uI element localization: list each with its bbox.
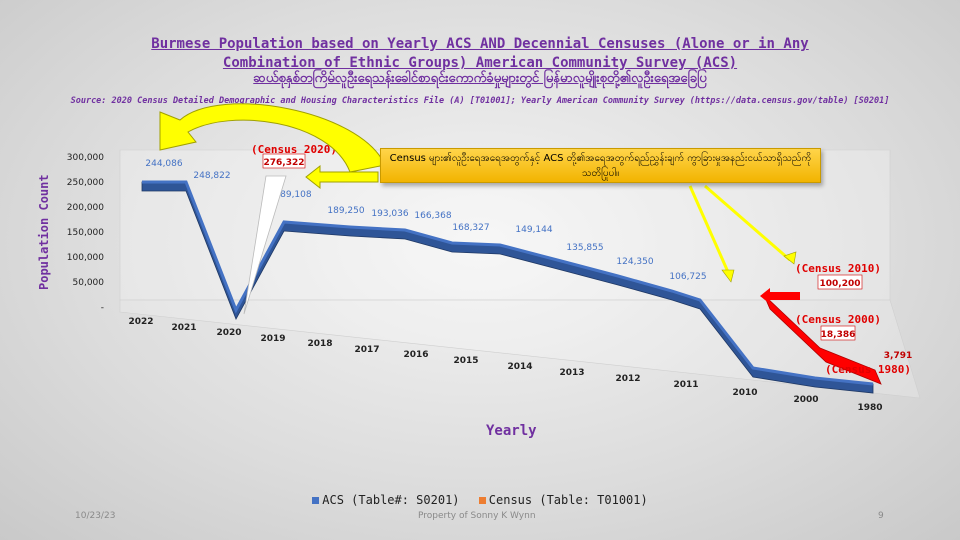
- legend-swatch-census: [478, 497, 486, 504]
- census-annotation: (Census 2000): [795, 313, 881, 326]
- arrow-to-2011-head: [721, 269, 735, 283]
- legend-item-acs: ACS (Table#: S0201): [312, 493, 467, 507]
- census-data-label-2020: 276,322: [264, 158, 305, 168]
- x-tick-label: 2016: [403, 350, 428, 360]
- footer-page-number: 9: [878, 511, 884, 521]
- x-tick-label: 2013: [559, 368, 584, 378]
- footer-date: 10/23/23: [75, 511, 116, 521]
- y-tick-label: 300,000: [67, 153, 104, 163]
- census-annotation: (Census 2020): [251, 143, 337, 156]
- census-data-label-1980: 3,791: [884, 351, 912, 361]
- census-annotation: (Census 1980): [825, 363, 911, 376]
- acs-data-label: 168,327: [452, 223, 489, 233]
- callout-note: Census များ၏လူဦးရေအရေအတွက်နှင့် ACS တို့…: [380, 148, 821, 183]
- acs-data-label: 248,822: [193, 171, 230, 181]
- acs-data-label: 106,725: [669, 272, 706, 282]
- x-tick-label: 2021: [171, 323, 196, 333]
- x-tick-label: 2020: [216, 328, 241, 338]
- legend-swatch-acs: [312, 497, 320, 504]
- y-tick-label: -: [101, 303, 104, 313]
- legend: ACS (Table#: S0201) Census (Table: T0100…: [0, 493, 960, 507]
- y-tick-label: 150,000: [67, 228, 104, 238]
- census-data-label-2020-box: [262, 153, 306, 169]
- x-tick-label: 2012: [615, 374, 640, 384]
- acs-data-label: 244,086: [145, 159, 182, 169]
- y-tick-label: 250,000: [67, 178, 104, 188]
- acs-data-label: 166,368: [414, 211, 451, 221]
- pointer-2020: [243, 175, 287, 315]
- legend-label-acs: ACS (Table#: S0201): [322, 493, 460, 507]
- arrow-to-census-2020: [305, 164, 379, 190]
- acs-data-label: 193,036: [371, 209, 408, 219]
- curved-arrow-2020: [159, 103, 386, 173]
- x-tick-label: 2014: [507, 362, 532, 372]
- x-tick-label: 2022: [128, 317, 153, 327]
- x-tick-label: 2011: [673, 380, 698, 390]
- legend-label-census: Census (Table: T01001): [488, 493, 648, 507]
- y-tick-label: 200,000: [67, 203, 104, 213]
- arrow-to-2010: [704, 184, 791, 262]
- x-axis-label: Yearly: [486, 423, 537, 439]
- x-tick-label: 2000: [793, 395, 818, 405]
- arrow-to-2011: [688, 185, 730, 273]
- x-tick-label: 1980: [857, 403, 882, 413]
- x-tick-label: 2018: [307, 339, 332, 349]
- chart-title-line-1: Burmese Population based on Yearly ACS A…: [151, 36, 809, 52]
- y-tick-label: 50,000: [73, 278, 105, 288]
- census-annotation: (Census 2010): [795, 262, 881, 275]
- acs-data-label: 124,350: [616, 257, 653, 267]
- census-series-ribbon: [763, 294, 882, 385]
- census-data-label-2000: 18,386: [821, 330, 856, 340]
- y-axis-label: Population Count: [37, 174, 51, 290]
- x-tick-label: 2010: [732, 388, 757, 398]
- legend-item-census: Census (Table: T01001): [478, 493, 648, 507]
- y-tick-label: 100,000: [67, 253, 104, 263]
- x-tick-label: 2019: [260, 334, 285, 344]
- census-data-label-2010-box: [817, 274, 863, 290]
- footer-property: Property of Sonny K Wynn: [418, 511, 536, 521]
- acs-data-label: 189,250: [327, 206, 364, 216]
- census-data-label-2010: 100,200: [820, 279, 861, 289]
- chart-title-line-2: Combination of Ethnic Groups) American C…: [222, 55, 738, 71]
- x-tick-label: 2015: [453, 356, 478, 366]
- arrow-census-2010: [760, 288, 800, 304]
- acs-data-label: 135,855: [566, 243, 603, 253]
- chart-title-line-3: ဆယ်စုနှစ်တကြိမ်လူဦးရေသန်းခေါင်စာရင်းကောက…: [253, 71, 707, 86]
- census-data-label-2000-box: [820, 325, 856, 341]
- acs-data-label: 189,108: [274, 190, 311, 200]
- x-tick-label: 2017: [354, 345, 379, 355]
- chart-source: Source: 2020 Census Detailed Demographic…: [70, 96, 890, 106]
- arrow-to-2010-head: [783, 251, 797, 265]
- acs-data-label: 149,144: [515, 225, 552, 235]
